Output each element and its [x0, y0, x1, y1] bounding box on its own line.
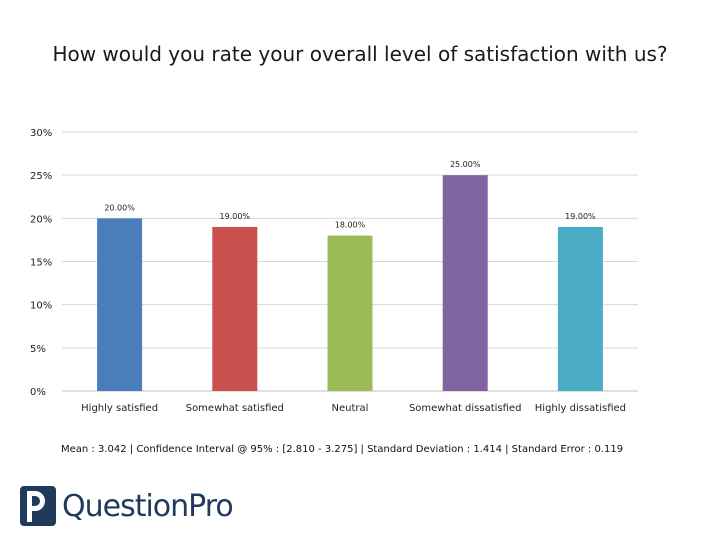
x-tick-label: Somewhat satisfied — [186, 403, 284, 414]
bar — [442, 175, 488, 391]
y-tick-label: 5% — [30, 344, 46, 355]
questionpro-logo: QuestionPro — [20, 484, 234, 528]
y-tick-label: 25% — [30, 171, 52, 182]
y-tick-label: 0% — [30, 387, 46, 398]
bar — [97, 218, 143, 391]
x-tick-label: Highly satisfied — [81, 403, 158, 414]
bar — [327, 235, 373, 391]
data-label: 25.00% — [450, 160, 481, 169]
x-tick-label: Neutral — [332, 403, 369, 414]
data-label: 20.00% — [104, 203, 135, 212]
bar — [557, 226, 603, 391]
y-tick-label: 10% — [30, 301, 52, 312]
data-label: 19.00% — [220, 212, 251, 221]
chart-title: How would you rate your overall level of… — [52, 42, 668, 66]
x-tick-label: Somewhat dissatisfied — [409, 403, 522, 414]
statistics-summary: Mean : 3.042 | Confidence Interval @ 95%… — [61, 444, 624, 455]
bar — [212, 226, 258, 391]
questionpro-logo-icon — [20, 486, 56, 526]
y-tick-label: 30% — [30, 128, 52, 139]
data-label: 19.00% — [565, 212, 596, 221]
x-tick-label: Highly dissatisfied — [535, 403, 626, 414]
y-tick-label: 15% — [30, 258, 52, 269]
brand-name: QuestionPro — [62, 488, 234, 524]
data-label: 18.00% — [335, 221, 366, 230]
y-tick-label: 20% — [30, 214, 52, 225]
